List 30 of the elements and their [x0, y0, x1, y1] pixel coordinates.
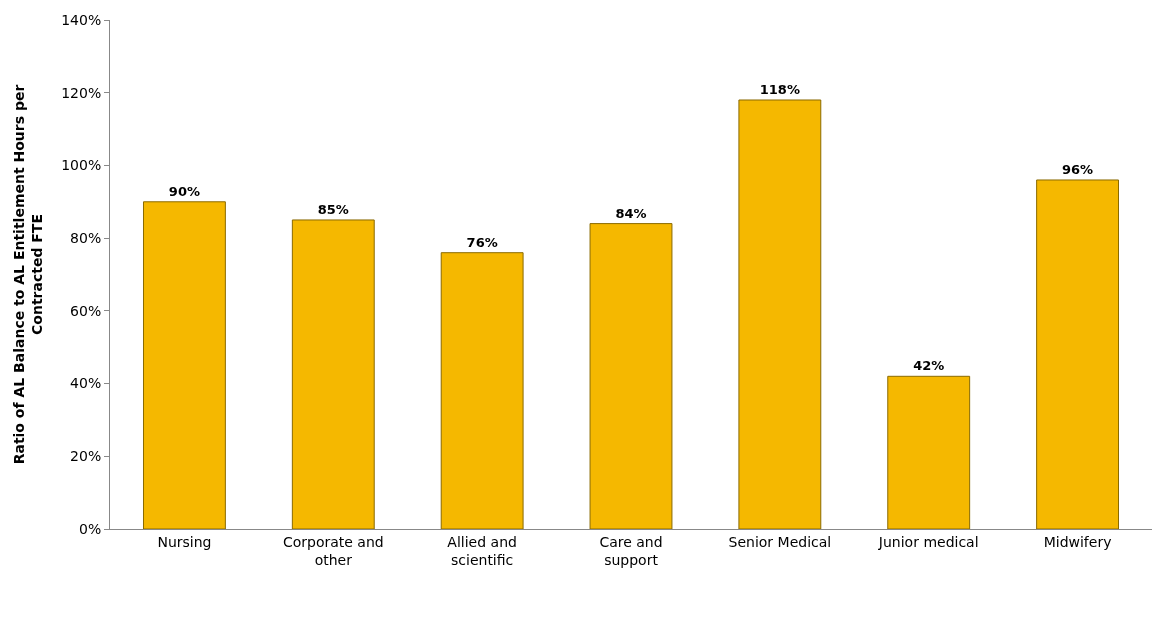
y-tick-label: 20% [70, 448, 102, 465]
x-tick-label: Nursing [157, 533, 212, 550]
y-tick-label: 60% [70, 302, 102, 319]
bar [142, 201, 226, 529]
bar [1036, 179, 1120, 529]
x-tick-label: Junior medical [877, 533, 979, 550]
y-tick-label: 140% [61, 11, 102, 28]
bar [291, 219, 375, 529]
x-tick-label: Senior Medical [728, 533, 832, 550]
bar [887, 375, 971, 529]
x-tick-label: Midwifery [1043, 533, 1112, 550]
data-label: 85% [317, 201, 349, 217]
y-tick-label: 80% [70, 230, 102, 247]
data-label: 76% [466, 234, 498, 250]
data-label: 84% [615, 205, 647, 221]
y-tick-label: 0% [78, 520, 102, 537]
data-label: 96% [1062, 161, 1094, 177]
y-axis-title: Ratio of AL Balance to AL Entitlement Hours per Contracted FTE [10, 84, 45, 465]
data-label: 90% [168, 183, 200, 199]
x-tick-label: Allied and scientific [447, 533, 517, 568]
bar [440, 252, 524, 529]
y-tick-label: 100% [61, 157, 102, 174]
data-label: 118% [759, 81, 800, 97]
x-tick-label: Care and support [599, 533, 663, 568]
bar [738, 99, 822, 529]
x-tick-label: Corporate and other [282, 533, 384, 568]
y-tick-label: 40% [70, 375, 102, 392]
y-tick-label: 120% [61, 84, 102, 101]
bar [589, 223, 673, 529]
data-label: 42% [913, 358, 945, 374]
